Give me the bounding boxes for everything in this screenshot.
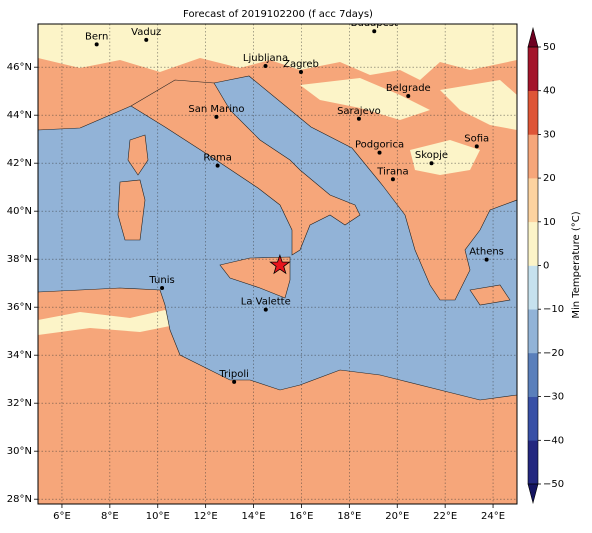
colorbar-label: Min Temperature (°C) (571, 211, 582, 318)
city-label: Sarajevo (337, 106, 381, 117)
city-dot (214, 114, 219, 119)
city-label: Zagreb (283, 59, 319, 70)
city-dot (474, 144, 479, 149)
city-label: Tunis (148, 275, 174, 286)
y-tick-label: 34°N (7, 350, 32, 361)
x-tick-label: 8°E (101, 511, 119, 522)
x-tick-label: 12°E (194, 511, 218, 522)
colorbar-tick-label: 30 (543, 129, 556, 140)
city-label: Ljubljana (243, 53, 288, 64)
islands-peninsulas (117, 79, 511, 306)
colorbar-band (528, 90, 538, 135)
axis-ticks: 6°E 8°E 10°E 12°E 14°E 16°E 18°E 20°E 22°E 24°E 28… (7, 62, 505, 522)
y-tick-label: 36°N (7, 302, 32, 313)
city-dot (356, 116, 361, 121)
y-tick-label: 32°N (7, 398, 32, 409)
colorbar-band (528, 47, 538, 91)
colorbar-tick-label: 0 (543, 261, 549, 272)
city-label: Tirana (376, 166, 408, 177)
x-tick-label: 10°E (146, 511, 170, 522)
colorbar-band (528, 440, 538, 485)
x-tick-label: 16°E (289, 511, 313, 522)
city-dot (94, 42, 99, 47)
x-tick-label: 18°E (337, 511, 361, 522)
colorbar-tick-label: 50 (543, 42, 556, 53)
x-tick-label: 14°E (242, 511, 266, 522)
colorbar-tick-label: 40 (543, 86, 556, 97)
city-label: Roma (203, 153, 232, 164)
y-tick-label: 28°N (7, 494, 32, 505)
colorbar-tick-label: −10 (543, 304, 564, 315)
colorbar-tick-label: −40 (543, 435, 564, 446)
city-dot (429, 161, 434, 166)
city-label: Vaduz (131, 27, 161, 38)
city-dot (298, 70, 303, 74)
city-dot (390, 177, 395, 182)
colorbar-tick-label: 20 (543, 173, 556, 184)
colorbar-band (528, 221, 538, 266)
colorbar-band (528, 309, 538, 354)
city-dot (484, 257, 489, 262)
city-dot (144, 37, 149, 42)
colorbar-tick-label: −30 (543, 392, 564, 403)
colorbar-band (528, 134, 538, 179)
city-label: Athens (469, 247, 504, 258)
grid (38, 24, 517, 504)
colorbar-band (528, 396, 538, 441)
colorbar-tick-label: −20 (543, 348, 564, 359)
city-label: Bern (85, 31, 108, 42)
city-dot (263, 64, 268, 68)
x-tick-label: 24°E (481, 511, 505, 522)
city-label: La Valette (241, 297, 291, 308)
x-tick-label: 20°E (385, 511, 409, 522)
city-label: Sofia (464, 133, 489, 144)
y-tick-label: 44°N (7, 110, 32, 121)
colorbar-band (528, 265, 538, 310)
colorbar-band (528, 352, 538, 397)
city-dot (372, 29, 377, 34)
map-title: Forecast of 2019102200 (f acc 7days) (183, 9, 373, 20)
city-label: Skopje (415, 150, 448, 161)
x-tick-label: 6°E (53, 511, 71, 522)
x-tick-label: 22°E (433, 511, 457, 522)
city-label: Budapest (351, 18, 398, 29)
city-label: San Marino (188, 104, 244, 115)
y-tick-label: 38°N (7, 254, 32, 265)
y-tick-label: 42°N (7, 158, 32, 169)
city-dot (215, 163, 220, 168)
map-frame (37, 23, 518, 505)
colorbar-under (527, 483, 539, 505)
colorbar-tick-label: 10 (543, 217, 556, 228)
event-star (269, 253, 291, 275)
city-dot (160, 286, 165, 290)
colorbar: −50 −40 −30 −20 −10 0 10 20 30 40 50 (527, 26, 564, 505)
colorbar-band (528, 178, 538, 223)
city-label: Belgrade (386, 83, 431, 94)
y-tick-label: 46°N (7, 62, 32, 73)
city-dot (406, 94, 411, 98)
city-dot (377, 150, 382, 155)
city-label: Tripoli (218, 369, 249, 380)
colorbar-over (527, 26, 539, 48)
city-dot (232, 379, 237, 384)
colorbar-tick-label: −50 (543, 479, 564, 490)
city-dot (263, 307, 268, 312)
y-tick-label: 40°N (7, 206, 32, 217)
city-label: Podgorica (355, 140, 404, 151)
y-tick-label: 30°N (7, 446, 32, 457)
